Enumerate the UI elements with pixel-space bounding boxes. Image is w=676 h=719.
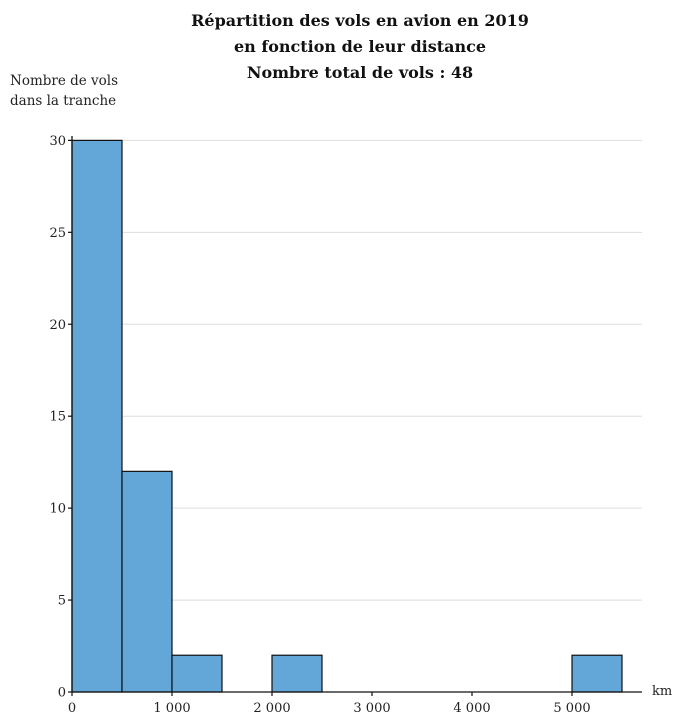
y-tick-label-10: 10 <box>49 502 66 517</box>
x-tick-label-5000: 5 000 <box>553 701 590 716</box>
y-axis-label-line-1: Nombre de vols <box>10 73 118 89</box>
bar-1000-1500 <box>171 654 223 693</box>
x-axis-ticks: 0 1 000 2 000 3 000 4 000 5 000 <box>68 692 591 716</box>
x-tick-label-1000: 1 000 <box>153 701 190 716</box>
chart-title: Répartition des vols en avion en 2019 en… <box>191 11 529 82</box>
x-tick-label-2000: 2 000 <box>253 701 290 716</box>
bar-0-500 <box>71 139 123 693</box>
x-tick-label-4000: 4 000 <box>453 701 490 716</box>
bar-2000-2500 <box>271 654 323 693</box>
y-axis-label: Nombre de vols dans la tranche <box>10 73 118 109</box>
y-axis-ticks: 0 5 10 15 20 25 30 <box>49 134 72 701</box>
chart-title-line-3: Nombre total de vols : 48 <box>247 63 473 82</box>
chart-title-line-1: Répartition des vols en avion en 2019 <box>191 11 529 30</box>
histogram-bars <box>71 139 623 693</box>
y-tick-label-0: 0 <box>58 686 66 701</box>
x-axis-unit-label: km <box>652 684 672 699</box>
y-tick-label-20: 20 <box>49 318 66 333</box>
chart-title-line-2: en fonction de leur distance <box>234 37 486 56</box>
y-tick-label-15: 15 <box>49 410 66 425</box>
bar-5000-5500 <box>571 654 623 693</box>
y-axis-label-line-2: dans la tranche <box>10 93 116 109</box>
axes <box>71 136 642 693</box>
y-tick-label-30: 30 <box>49 134 66 149</box>
x-tick-label-3000: 3 000 <box>353 701 390 716</box>
x-tick-label-0: 0 <box>68 701 76 716</box>
y-tick-label-5: 5 <box>58 594 66 609</box>
y-tick-label-25: 25 <box>49 226 66 241</box>
bar-500-1000 <box>121 470 173 693</box>
